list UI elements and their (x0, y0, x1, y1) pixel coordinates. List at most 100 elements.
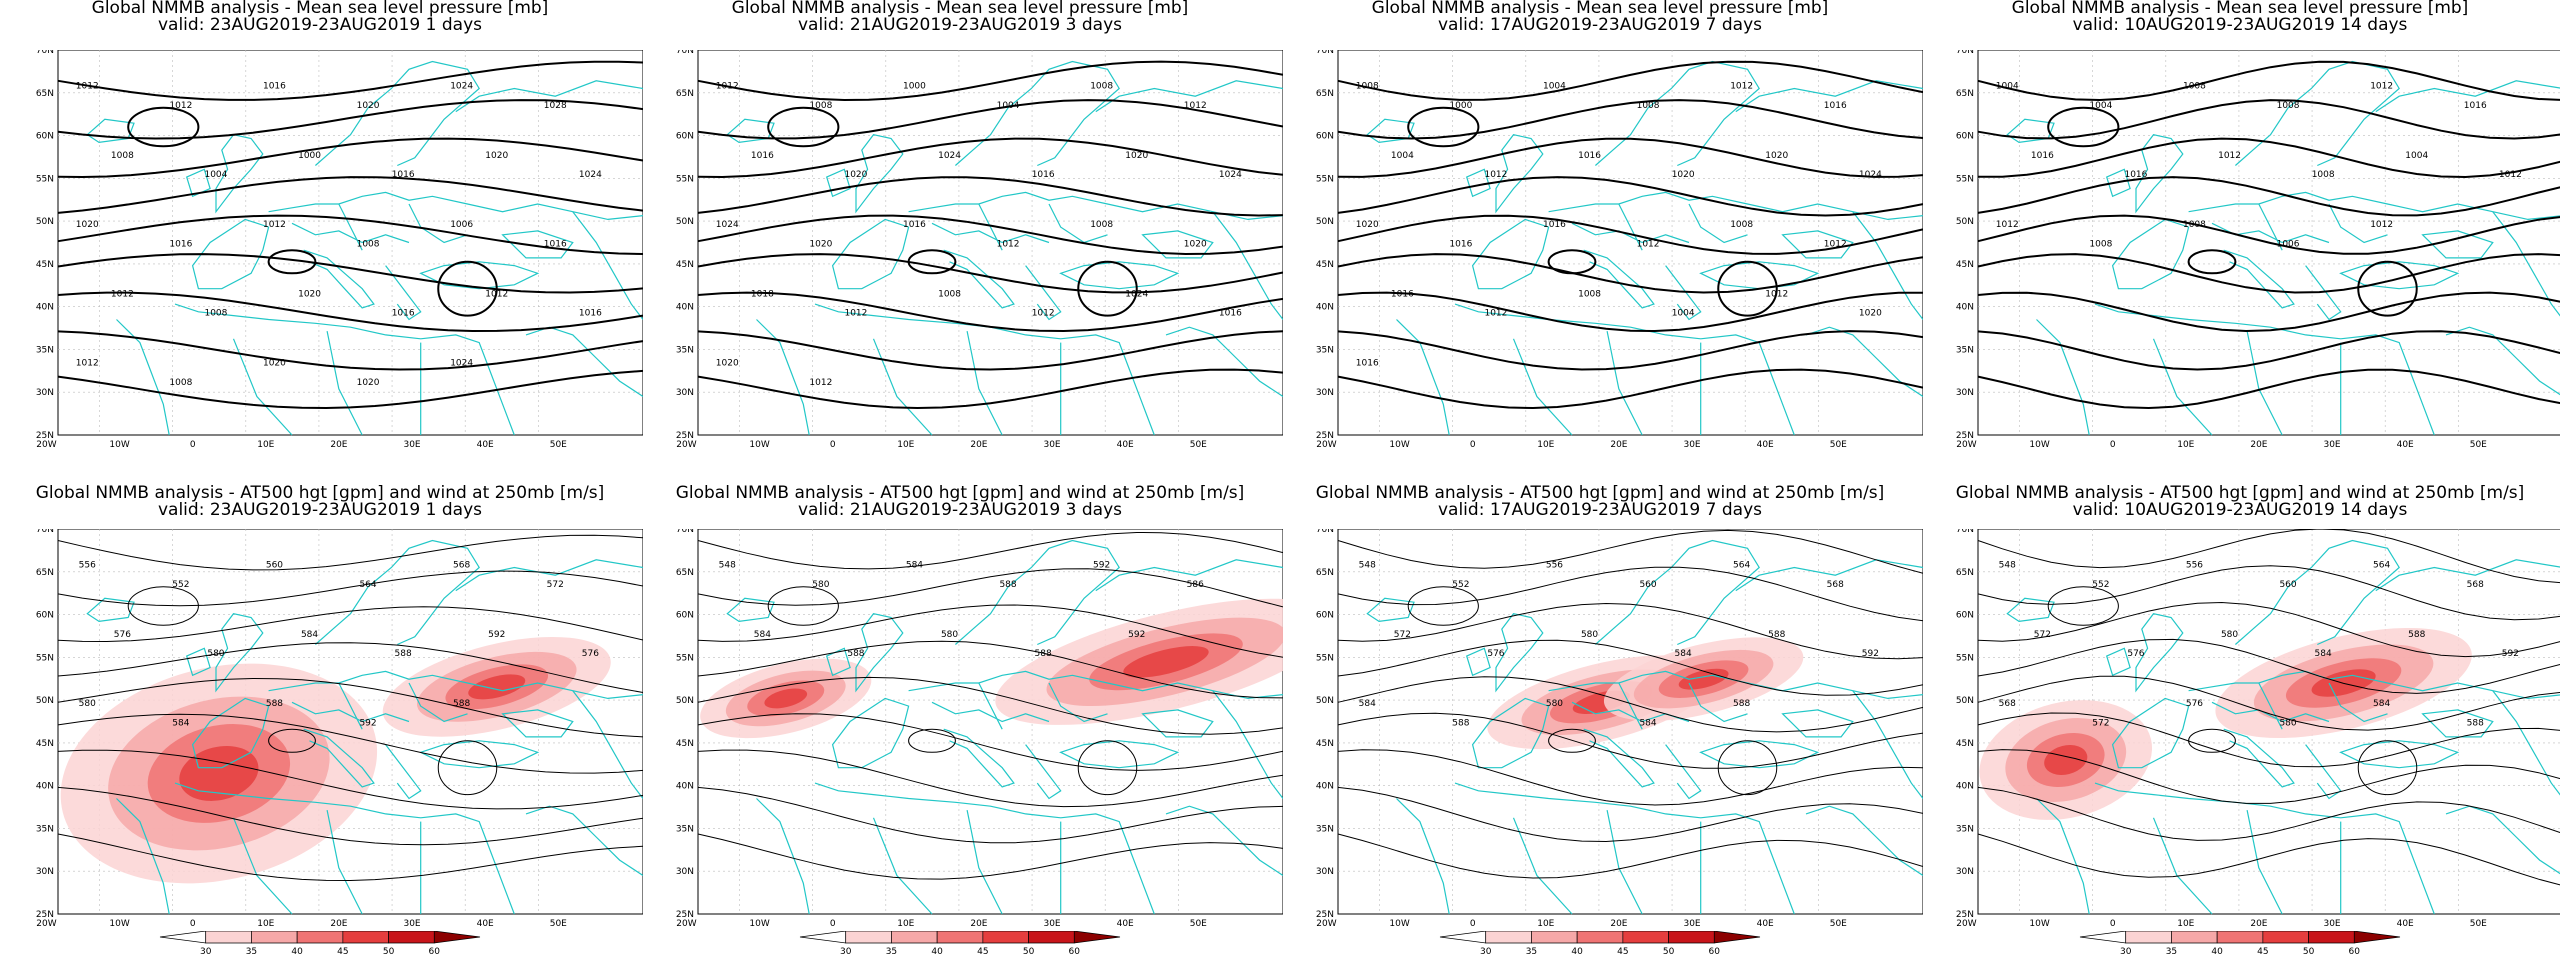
coastline (908, 670, 1283, 700)
contour-label: 1000 (1449, 101, 1472, 111)
contour-label: 1016 (1578, 151, 1601, 161)
coastline (408, 203, 468, 244)
contour-label: 1020 (1125, 151, 1148, 161)
map-plot: 1004 1004 1008 1008 1012 1016 1016 1016 1012 1008… (1977, 50, 2560, 436)
coastline (2305, 744, 2342, 800)
lat-label: 25N (1956, 910, 1974, 920)
contour-label: 584 (1675, 649, 1692, 659)
lon-axis: 20W 10W 0 10E 20E 30E 40E 50E (1316, 440, 1847, 450)
lon-label: 20E (330, 919, 347, 929)
contour-labels: 1012 1008 1000 1004 1008 1012 1016 1020 1024 1016… (716, 82, 1242, 388)
contour-label: 584 (301, 630, 318, 640)
lon-label: 0 (190, 919, 196, 929)
contour-label: 1000 (903, 82, 926, 92)
coastline (1688, 682, 1748, 723)
coastline (1165, 326, 1283, 398)
lat-label: 50N (1956, 696, 1974, 706)
isoline (57, 369, 643, 410)
coastline (1735, 559, 1923, 592)
lat-label: 60N (1316, 611, 1334, 621)
isoline (697, 676, 1283, 735)
contour-label: 1024 (579, 170, 602, 180)
coastlines (86, 539, 643, 915)
isoline (697, 640, 1283, 699)
isoline (697, 604, 1283, 658)
coastline (1512, 817, 1573, 915)
colorbar-swatch (1073, 930, 1121, 944)
colorbar-swatch (1531, 930, 1578, 944)
isoline (1977, 214, 2560, 255)
coastline (1606, 809, 1643, 915)
contour-label: 1004 (2405, 151, 2428, 161)
isoline (57, 214, 643, 255)
contour-label: 1020 (263, 359, 286, 369)
colorbar-swatch (1713, 930, 1761, 944)
coastline (1212, 211, 1283, 320)
contour-label: 588 (1733, 699, 1750, 709)
contour-label: 1020 (716, 359, 739, 369)
coastline (408, 682, 468, 723)
coastline (1025, 265, 1062, 321)
contour-label: 1012 (1637, 239, 1660, 249)
z500-panel-14: Global NMMB analysis - AT500 hgt [gpm] a… (1920, 485, 2560, 960)
contour-label: 1024 (1219, 170, 1242, 180)
coastline (814, 303, 1155, 436)
contour-label: 1024 (938, 151, 961, 161)
isoline (1337, 833, 1923, 879)
coastline (1852, 211, 1923, 320)
map-z500-14: 548 552 556 560 564 568 572 576 580 584 588 592 568 5… (1948, 529, 2560, 934)
lon-label: 20E (1610, 440, 1627, 450)
coastline (1366, 118, 1415, 144)
coastline (174, 782, 515, 915)
contours (57, 534, 643, 882)
coastline (385, 744, 422, 800)
lat-label: 50N (676, 696, 694, 706)
panel-title: Global NMMB analysis - Mean sea level pr… (91, 0, 549, 18)
contour-label: 592 (488, 630, 505, 640)
lat-label: 55N (36, 174, 54, 184)
contour-label: 1012 (2218, 151, 2241, 161)
isoline (697, 99, 1283, 140)
coastline (1048, 203, 1108, 244)
coastline (1471, 697, 1550, 769)
coastline (978, 682, 1003, 730)
lat-label: 65N (1956, 89, 1974, 99)
isoline (697, 291, 1283, 333)
mslp-panel-14: Global NMMB analysis - Mean sea level pr… (1920, 0, 2560, 450)
lon-label: 40E (2397, 919, 2414, 929)
closed-contour (127, 106, 200, 148)
closed-contour (267, 249, 317, 275)
lat-label: 30N (1316, 867, 1334, 877)
isoline (697, 568, 1283, 608)
coastline (1618, 682, 1643, 730)
contour-label: 580 (79, 699, 96, 709)
coastline (2246, 809, 2283, 915)
coastline (1595, 60, 1760, 167)
lat-label: 35N (1316, 345, 1334, 355)
isoline (57, 786, 643, 846)
coastline (268, 191, 643, 221)
coastline (338, 203, 363, 251)
isoline (57, 642, 643, 693)
coastline (116, 798, 170, 915)
lat-label: 30N (676, 867, 694, 877)
isoline (57, 291, 643, 333)
wind-shading (60, 636, 611, 884)
contour-label: 1016 (1032, 170, 1055, 180)
lon-label: 10W (1389, 919, 1409, 929)
contour-label: 548 (1999, 561, 2016, 571)
contour-label: 1008 (809, 101, 832, 111)
isoline (57, 176, 643, 214)
lon-label: 40E (477, 919, 494, 929)
contour-label: 1008 (2277, 101, 2300, 111)
contour-label: 588 (266, 699, 283, 709)
lon-label: 50E (550, 440, 567, 450)
contour-label: 1016 (1219, 309, 1242, 319)
coastline (1396, 798, 1450, 915)
colorbar-tick: 50 (1663, 947, 1675, 957)
coastline (831, 218, 910, 290)
closed-contour (2187, 249, 2237, 275)
contour-label: 1020 (1184, 239, 1207, 249)
lon-label: 10W (2029, 440, 2049, 450)
isoline (1337, 253, 1923, 294)
